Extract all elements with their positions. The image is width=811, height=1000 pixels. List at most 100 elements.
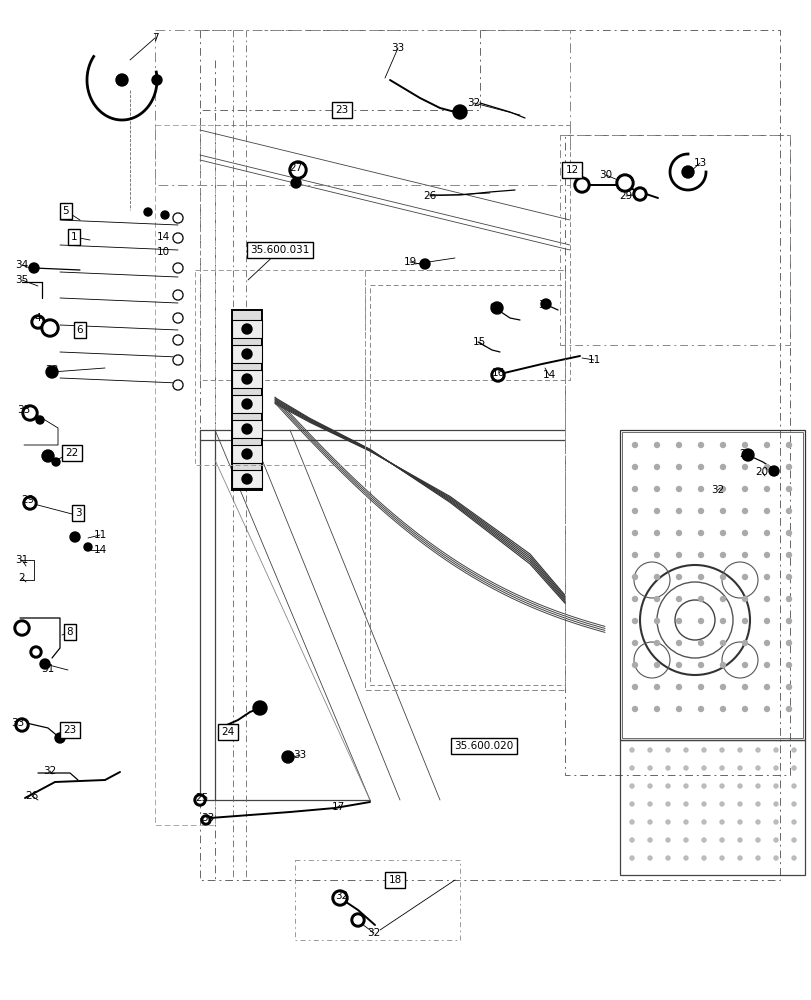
Circle shape: [173, 290, 182, 300]
Circle shape: [786, 442, 791, 448]
Circle shape: [491, 302, 502, 314]
Circle shape: [676, 508, 680, 514]
Circle shape: [577, 180, 586, 190]
Circle shape: [144, 208, 152, 216]
Circle shape: [632, 442, 637, 448]
Text: 36: 36: [538, 300, 551, 310]
Circle shape: [719, 784, 723, 788]
Circle shape: [697, 684, 702, 690]
Circle shape: [654, 662, 659, 668]
Circle shape: [768, 466, 778, 476]
Circle shape: [654, 508, 659, 514]
Circle shape: [632, 464, 637, 470]
Circle shape: [242, 399, 251, 409]
Circle shape: [786, 706, 791, 712]
Circle shape: [18, 721, 26, 729]
Circle shape: [116, 74, 128, 86]
Circle shape: [242, 349, 251, 359]
Text: 29: 29: [619, 191, 632, 201]
Circle shape: [755, 766, 759, 770]
Circle shape: [242, 424, 251, 434]
Circle shape: [632, 552, 637, 558]
Bar: [200, 125, 569, 380]
Circle shape: [632, 662, 637, 668]
Circle shape: [25, 408, 35, 418]
Circle shape: [654, 706, 659, 712]
Circle shape: [676, 706, 680, 712]
Circle shape: [632, 574, 637, 580]
Circle shape: [719, 856, 723, 860]
Text: 32: 32: [335, 891, 348, 901]
Bar: [365, 270, 564, 690]
Circle shape: [632, 508, 637, 514]
Circle shape: [719, 684, 724, 690]
Text: 31: 31: [41, 664, 54, 674]
Bar: [370, 285, 564, 685]
Circle shape: [354, 916, 362, 924]
Circle shape: [173, 233, 182, 243]
Circle shape: [719, 662, 724, 668]
Circle shape: [791, 838, 795, 842]
Circle shape: [764, 508, 769, 514]
Circle shape: [786, 530, 791, 536]
Text: 4: 4: [35, 313, 41, 323]
Circle shape: [786, 464, 791, 470]
Circle shape: [719, 706, 724, 712]
Circle shape: [697, 706, 702, 712]
Circle shape: [173, 355, 182, 365]
Circle shape: [22, 405, 38, 421]
Circle shape: [676, 618, 680, 624]
Circle shape: [741, 508, 747, 514]
Circle shape: [654, 641, 659, 646]
Circle shape: [764, 487, 769, 491]
Circle shape: [676, 530, 680, 536]
Circle shape: [719, 820, 723, 824]
Circle shape: [632, 530, 637, 536]
Circle shape: [654, 618, 659, 624]
Circle shape: [697, 442, 702, 448]
Bar: [232, 420, 262, 438]
Circle shape: [654, 530, 659, 536]
Circle shape: [773, 856, 777, 860]
Circle shape: [40, 659, 50, 669]
Text: 23: 23: [335, 105, 348, 115]
Text: 35: 35: [15, 275, 28, 285]
Circle shape: [654, 684, 659, 690]
Circle shape: [289, 161, 307, 179]
Circle shape: [741, 641, 747, 646]
Circle shape: [702, 748, 705, 752]
Bar: [195, 270, 365, 465]
Circle shape: [647, 748, 651, 752]
Circle shape: [737, 802, 741, 806]
Text: 35.600.020: 35.600.020: [454, 741, 513, 751]
Text: 3: 3: [75, 508, 81, 518]
Text: 18: 18: [388, 875, 401, 885]
Circle shape: [152, 75, 162, 85]
Circle shape: [737, 748, 741, 752]
Circle shape: [737, 838, 741, 842]
Text: 33: 33: [391, 43, 404, 53]
Text: 21: 21: [739, 449, 752, 459]
Circle shape: [665, 748, 669, 752]
Text: 35.600.031: 35.600.031: [250, 245, 309, 255]
Bar: [155, 125, 215, 825]
Bar: [232, 470, 262, 488]
Circle shape: [647, 766, 651, 770]
Circle shape: [719, 530, 724, 536]
Circle shape: [791, 802, 795, 806]
Circle shape: [786, 684, 791, 690]
Bar: [232, 445, 262, 463]
Circle shape: [719, 508, 724, 514]
Circle shape: [632, 596, 637, 601]
Circle shape: [786, 552, 791, 558]
Circle shape: [33, 649, 39, 655]
Bar: [232, 345, 262, 363]
Text: 23: 23: [63, 725, 76, 735]
Circle shape: [647, 802, 651, 806]
Circle shape: [647, 856, 651, 860]
Text: 15: 15: [472, 337, 485, 347]
Circle shape: [350, 913, 365, 927]
Circle shape: [42, 450, 54, 462]
Circle shape: [173, 313, 182, 323]
Circle shape: [741, 449, 753, 461]
